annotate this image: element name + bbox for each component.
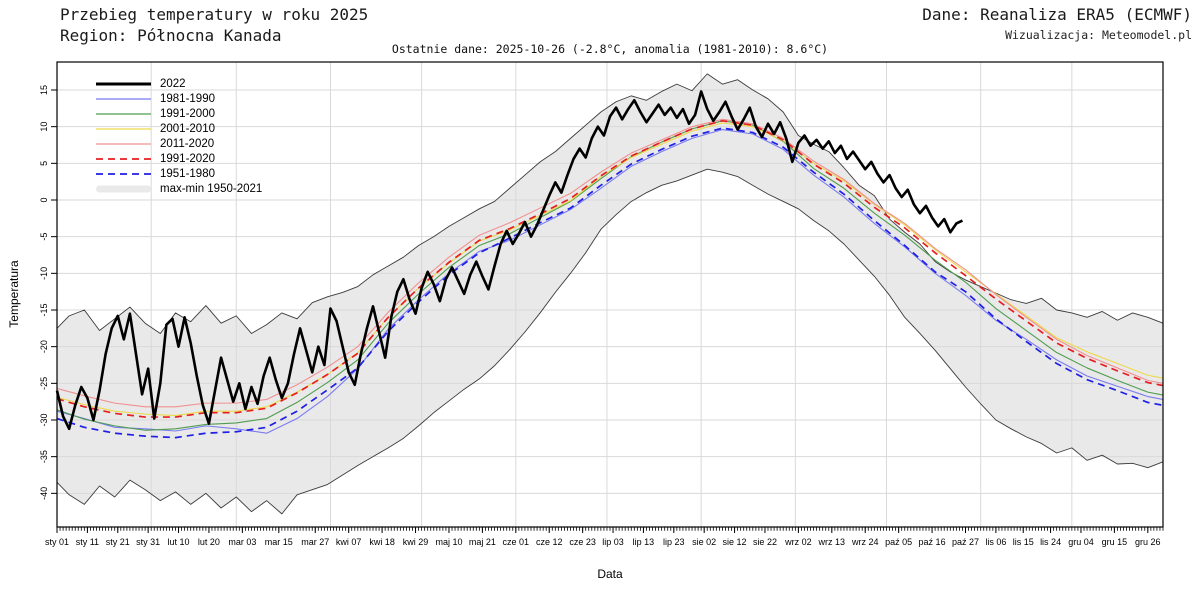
x-tick-label: paź 16: [919, 537, 946, 547]
page-title: Przebieg temperatury w roku 2025: [60, 5, 369, 24]
y-tick-label: -5: [39, 233, 49, 241]
y-tick-label: 10: [39, 122, 49, 132]
x-tick-label: sty 01: [45, 537, 69, 547]
x-tick-label: sty 21: [106, 537, 130, 547]
last-data-subtitle: Ostatnie dane: 2025-10-26 (-2.8°C, anoma…: [391, 42, 829, 56]
legend-item: 2022: [95, 76, 262, 91]
legend-label: 1991-2020: [160, 152, 215, 165]
y-tick-label: -30: [39, 413, 49, 426]
chart-legend: 2022 1981-1990 1991-2000 2001-2010 2011-2020…: [95, 76, 262, 196]
legend-line-swatch: [96, 142, 151, 145]
y-tick-label: -25: [39, 377, 49, 390]
x-tick-label: maj 10: [435, 537, 462, 547]
legend-band-swatch: [96, 185, 151, 192]
region-subtitle: Region: Północna Kanada: [60, 26, 282, 45]
legend-item: 1991-2000: [95, 106, 262, 121]
x-tick-label: sty 11: [76, 537, 99, 547]
x-tick-label: kwi 29: [403, 537, 429, 547]
visualization-credit: Wizualizacja: Meteomodel.pl: [1005, 28, 1192, 42]
x-tick-label: gru 04: [1068, 537, 1094, 547]
series-line-2022: [55, 90, 964, 431]
x-tick-label: paź 05: [885, 537, 912, 547]
legend-label: 2001-2010: [160, 122, 215, 135]
band-edge-max: [56, 73, 1164, 334]
series-line-1981-1990: [56, 129, 1164, 434]
x-tick-label: mar 03: [228, 537, 256, 547]
x-tick-label: lip 23: [663, 537, 685, 547]
legend-label: 1981-1990: [160, 92, 215, 105]
x-tick-label: wrz 24: [851, 537, 879, 547]
series-line-1991-2000: [56, 120, 1164, 431]
y-tick-label: -15: [39, 303, 49, 316]
series-line-1991-2020: [56, 119, 1164, 418]
legend-label: 1951-1980: [160, 167, 215, 180]
y-tick-label: 0: [39, 197, 49, 202]
legend-item: 1991-2020: [95, 151, 262, 166]
y-tick-label: -20: [39, 340, 49, 353]
legend-line-swatch: [96, 127, 151, 130]
legend-item: 2001-2010: [95, 121, 262, 136]
y-tick-label: 15: [39, 85, 49, 95]
x-tick-label: sie 22: [753, 537, 777, 547]
legend-item: max-min 1950-2021: [95, 181, 262, 196]
x-tick-label: cze 23: [569, 537, 596, 547]
legend-line-swatch: [96, 97, 151, 100]
x-tick-label: lip 13: [633, 537, 655, 547]
band-edge-min: [56, 168, 1164, 515]
legend-label: max-min 1950-2021: [160, 182, 263, 195]
legend-line-swatch: [96, 112, 151, 115]
x-axis-title: Data: [597, 567, 623, 581]
x-tick-label: lis 24: [1040, 537, 1061, 547]
y-tick-label: -10: [39, 267, 49, 280]
data-source-label: Dane: Reanaliza ERA5 (ECMWF): [922, 5, 1192, 24]
x-tick-label: lut 20: [198, 537, 220, 547]
x-tick-label: lis 06: [985, 537, 1006, 547]
legend-line-swatch: [96, 157, 151, 160]
legend-line-swatch: [96, 82, 151, 85]
legend-item: 1951-1980: [95, 166, 262, 181]
x-tick-label: mar 15: [265, 537, 293, 547]
x-tick-label: maj 21: [469, 537, 496, 547]
legend-item: 1981-1990: [95, 91, 262, 106]
x-tick-label: kwi 07: [336, 537, 362, 547]
x-tick-label: sie 12: [723, 537, 747, 547]
y-tick-label: 5: [39, 161, 49, 166]
legend-label: 2011-2020: [160, 137, 215, 150]
x-tick-label: wrz 02: [784, 537, 812, 547]
x-tick-label: gru 26: [1135, 537, 1161, 547]
x-tick-label: sie 02: [692, 537, 716, 547]
minmax-band: [57, 73, 1163, 514]
x-tick-label: paź 27: [952, 537, 979, 547]
x-tick-label: lip 03: [602, 537, 624, 547]
legend-label: 1991-2000: [160, 107, 215, 120]
y-tick-label: -40: [39, 487, 49, 500]
x-tick-label: lut 10: [168, 537, 190, 547]
x-tick-label: kwi 18: [369, 537, 395, 547]
y-tick-label: -35: [39, 450, 49, 463]
x-tick-label: cze 12: [536, 537, 563, 547]
x-tick-label: cze 01: [503, 537, 530, 547]
x-tick-label: mar 27: [301, 537, 329, 547]
legend-label: 2022: [160, 77, 186, 90]
legend-line-swatch: [96, 172, 151, 175]
x-tick-label: gru 15: [1102, 537, 1128, 547]
x-tick-label: wrz 13: [818, 537, 846, 547]
x-tick-label: lis 15: [1013, 537, 1034, 547]
series-line-1951-1980: [56, 127, 1164, 439]
series-line-2011-2020: [56, 118, 1164, 408]
legend-item: 2011-2020: [95, 136, 262, 151]
x-tick-label: sty 31: [136, 537, 160, 547]
